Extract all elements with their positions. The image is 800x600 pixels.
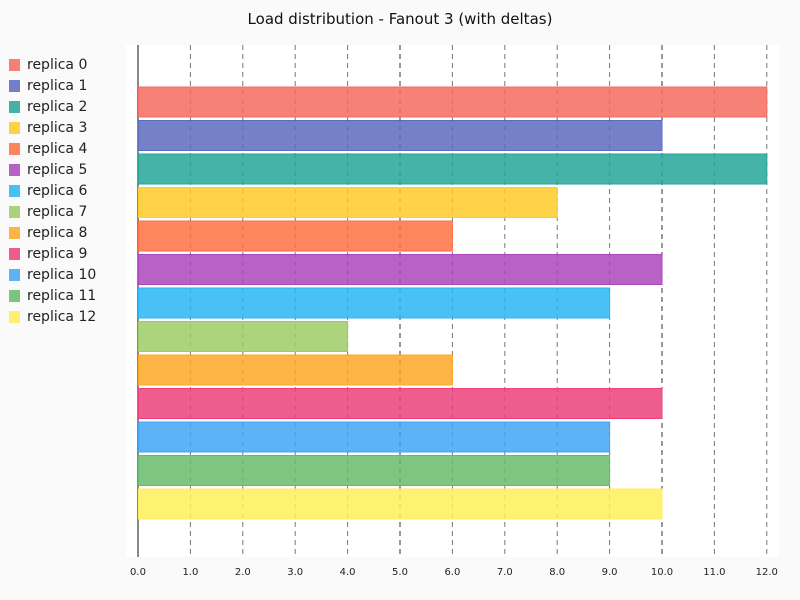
legend-item[interactable]: replica 12 bbox=[9, 306, 129, 327]
legend-swatch bbox=[9, 163, 20, 176]
legend-label: replica 4 bbox=[27, 140, 88, 157]
x-tick-label: 5.0 bbox=[392, 567, 408, 578]
x-tick-label: 1.0 bbox=[182, 567, 198, 578]
legend-item[interactable]: replica 5 bbox=[9, 159, 129, 180]
legend-swatch bbox=[9, 247, 20, 260]
legend-label: replica 1 bbox=[27, 77, 88, 94]
x-tick-label: 4.0 bbox=[340, 567, 356, 578]
legend-item[interactable]: replica 9 bbox=[9, 243, 129, 264]
x-tick-label: 11.0 bbox=[703, 567, 725, 578]
legend-item[interactable]: replica 7 bbox=[9, 201, 129, 222]
legend-label: replica 10 bbox=[27, 266, 97, 283]
legend-label: replica 8 bbox=[27, 224, 88, 241]
legend-item[interactable]: replica 0 bbox=[9, 54, 129, 75]
legend-swatch bbox=[9, 310, 20, 323]
legend-swatch bbox=[9, 121, 20, 134]
x-tick-label: 12.0 bbox=[756, 567, 778, 578]
legend-label: replica 3 bbox=[27, 119, 88, 136]
legend-swatch bbox=[9, 79, 20, 92]
x-tick-label: 0.0 bbox=[130, 567, 146, 578]
legend-swatch bbox=[9, 226, 20, 239]
x-tick-label: 6.0 bbox=[444, 567, 460, 578]
x-tick-label: 2.0 bbox=[235, 567, 251, 578]
legend-item[interactable]: replica 4 bbox=[9, 138, 129, 159]
bar-replica-11 bbox=[138, 455, 611, 486]
bar-replica-1 bbox=[138, 120, 663, 151]
legend-item[interactable]: replica 3 bbox=[9, 117, 129, 138]
legend-swatch bbox=[9, 268, 20, 281]
legend-label: replica 6 bbox=[27, 182, 88, 199]
bar-replica-8 bbox=[138, 354, 453, 386]
bar-replica-4 bbox=[138, 220, 453, 252]
x-tick-label: 7.0 bbox=[497, 567, 513, 578]
legend-item[interactable]: replica 11 bbox=[9, 285, 129, 306]
x-tick-label: 3.0 bbox=[287, 567, 303, 578]
legend-swatch bbox=[9, 184, 20, 197]
legend-swatch bbox=[9, 100, 20, 113]
bar-replica-2 bbox=[138, 153, 768, 185]
legend-label: replica 11 bbox=[27, 287, 97, 304]
bar-replica-5 bbox=[138, 254, 663, 285]
legend-item[interactable]: replica 6 bbox=[9, 180, 129, 201]
legend-label: replica 9 bbox=[27, 245, 88, 262]
bar-replica-6 bbox=[138, 287, 611, 319]
legend-label: replica 2 bbox=[27, 98, 88, 115]
chart-title: Load distribution - Fanout 3 (with delta… bbox=[247, 10, 553, 28]
legend-item[interactable]: replica 1 bbox=[9, 75, 129, 96]
legend-swatch bbox=[9, 58, 20, 71]
legend-swatch bbox=[9, 205, 20, 218]
x-tick-label: 10.0 bbox=[651, 567, 673, 578]
legend-item[interactable]: replica 2 bbox=[9, 96, 129, 117]
bar-replica-10 bbox=[138, 421, 611, 453]
bar-replica-3 bbox=[138, 187, 558, 218]
legend-label: replica 12 bbox=[27, 308, 97, 325]
bar-replica-12 bbox=[138, 488, 663, 520]
legend-swatch bbox=[9, 142, 20, 155]
legend-label: replica 0 bbox=[27, 56, 88, 73]
legend: replica 0 replica 1 replica 2 replica 3 repl… bbox=[9, 54, 129, 327]
bar-replica-9 bbox=[138, 388, 663, 419]
bar-replica-7 bbox=[138, 321, 349, 352]
x-tick-label: 9.0 bbox=[602, 567, 618, 578]
legend-item[interactable]: replica 10 bbox=[9, 264, 129, 285]
bar-replica-0 bbox=[138, 86, 768, 118]
legend-item[interactable]: replica 8 bbox=[9, 222, 129, 243]
legend-label: replica 7 bbox=[27, 203, 88, 220]
x-tick-label: 8.0 bbox=[549, 567, 565, 578]
legend-label: replica 5 bbox=[27, 161, 88, 178]
legend-swatch bbox=[9, 289, 20, 302]
